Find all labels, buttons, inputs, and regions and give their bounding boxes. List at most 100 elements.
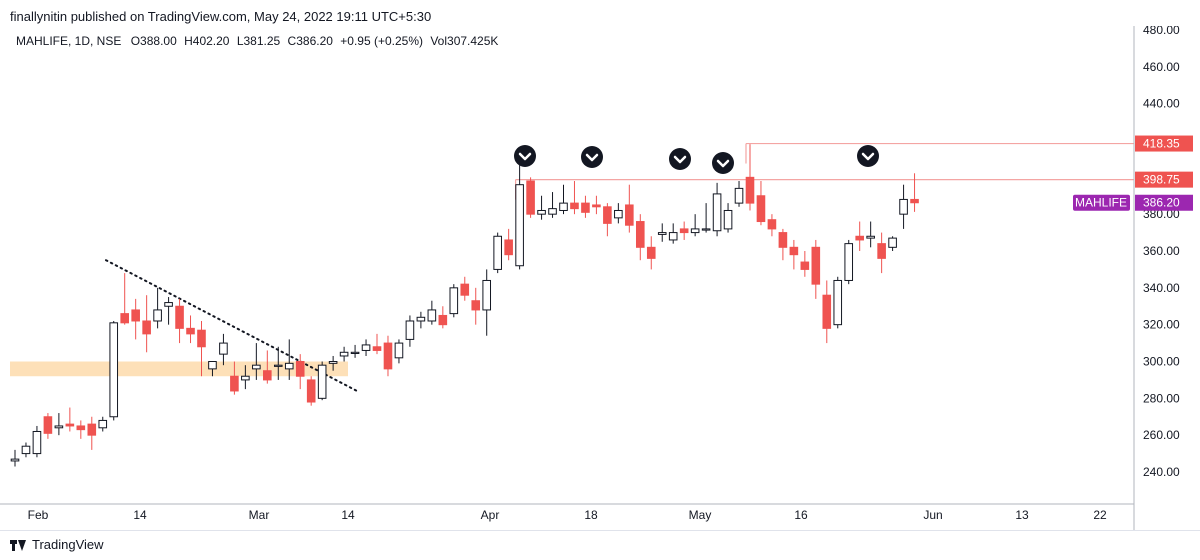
candle bbox=[548, 192, 557, 218]
candle bbox=[482, 269, 492, 336]
candle-body bbox=[186, 327, 195, 335]
candle-body bbox=[833, 279, 843, 326]
candle bbox=[603, 203, 612, 237]
candle bbox=[811, 239, 821, 299]
candle-body bbox=[482, 279, 492, 311]
price-tag bbox=[1135, 171, 1193, 188]
candle bbox=[701, 203, 711, 233]
x-tick-label: Apr bbox=[481, 508, 500, 522]
candle bbox=[888, 236, 897, 251]
candle bbox=[745, 144, 755, 211]
candle bbox=[504, 228, 513, 261]
candle bbox=[537, 195, 546, 220]
candle bbox=[54, 413, 64, 436]
candle bbox=[493, 232, 502, 274]
candle bbox=[800, 251, 810, 277]
price-tag-label: 398.75 bbox=[1143, 173, 1180, 187]
candle bbox=[328, 355, 338, 371]
candle-body bbox=[65, 423, 75, 427]
candle-body bbox=[372, 346, 382, 351]
candle-body bbox=[153, 309, 162, 322]
candle-body bbox=[427, 309, 437, 322]
candle-body bbox=[273, 364, 283, 367]
candle bbox=[899, 184, 908, 229]
candle-body bbox=[877, 243, 886, 259]
tradingview-logo[interactable]: TradingView bbox=[10, 537, 104, 552]
candle bbox=[65, 407, 75, 432]
candle-body bbox=[241, 375, 250, 381]
candle-body bbox=[723, 209, 733, 230]
marker-circle bbox=[712, 152, 734, 174]
ohlc-legend: MAHLIFE, 1D, NSE O388.00 H402.20 L381.25… bbox=[16, 34, 498, 48]
marker-chevron bbox=[673, 155, 687, 164]
candle bbox=[120, 273, 130, 325]
candle-body bbox=[394, 342, 404, 359]
candle bbox=[438, 306, 448, 329]
candle-body bbox=[32, 430, 42, 455]
candle bbox=[625, 184, 634, 233]
candle-body bbox=[339, 351, 349, 357]
candle-body bbox=[910, 198, 919, 204]
candle bbox=[855, 221, 864, 251]
candle-body bbox=[120, 313, 130, 324]
candle-body bbox=[800, 261, 810, 270]
candle-body bbox=[438, 314, 448, 326]
candle-body bbox=[504, 239, 513, 256]
candle-body bbox=[219, 342, 228, 355]
candle bbox=[306, 376, 316, 406]
candle-body bbox=[646, 246, 656, 259]
y-tick-label: 440.00 bbox=[1143, 97, 1180, 111]
candle-body bbox=[361, 344, 371, 351]
candle-body bbox=[690, 228, 700, 234]
marker-circle bbox=[857, 145, 879, 167]
high-label: H bbox=[184, 34, 193, 48]
candle-body bbox=[284, 362, 294, 370]
candle-body bbox=[789, 246, 799, 256]
candle bbox=[98, 416, 108, 432]
candle bbox=[339, 346, 349, 362]
open-label: O bbox=[130, 34, 141, 48]
candle bbox=[449, 284, 459, 318]
candle-body bbox=[679, 228, 689, 234]
candle-body bbox=[350, 351, 360, 354]
candle-body bbox=[570, 202, 579, 210]
candle-body bbox=[131, 309, 140, 322]
candle bbox=[866, 221, 875, 248]
candle-body bbox=[526, 180, 535, 215]
y-tick-label: 360.00 bbox=[1143, 244, 1180, 258]
y-tick-label: 300.00 bbox=[1143, 355, 1180, 369]
marker-chevron bbox=[518, 152, 532, 161]
candle-body bbox=[98, 419, 108, 429]
candle bbox=[383, 335, 393, 377]
candle-body bbox=[734, 187, 744, 204]
marker-chevron bbox=[861, 152, 875, 161]
close-label: C bbox=[287, 34, 297, 48]
candle bbox=[668, 223, 678, 244]
candle bbox=[592, 195, 601, 215]
chevron-down-icon bbox=[514, 145, 536, 167]
candle-body bbox=[712, 193, 722, 232]
chart-frame[interactable]: 480.00460.00440.00420.00400.00380.00360.… bbox=[0, 23, 1200, 530]
candlestick-chart[interactable]: 480.00460.00440.00420.00400.00380.00360.… bbox=[0, 23, 1200, 530]
candle bbox=[252, 343, 261, 380]
candle-body bbox=[603, 206, 612, 224]
candle-body bbox=[54, 425, 64, 429]
candle-body bbox=[537, 209, 546, 215]
chevron-down-icon bbox=[857, 145, 879, 167]
candle-body bbox=[109, 322, 119, 418]
candle-body bbox=[614, 209, 623, 219]
price-tag-label: 418.35 bbox=[1143, 137, 1180, 151]
candle-body bbox=[175, 305, 184, 329]
x-tick-label: 13 bbox=[1015, 508, 1029, 522]
candle-body bbox=[635, 221, 645, 248]
candle bbox=[76, 420, 86, 439]
candle bbox=[679, 221, 689, 240]
close-value: 386.20 bbox=[296, 34, 333, 48]
candle bbox=[142, 295, 151, 353]
candle-body bbox=[43, 416, 53, 434]
candle bbox=[822, 280, 832, 344]
candle bbox=[87, 416, 97, 450]
candle bbox=[295, 354, 305, 390]
y-tick-label: 460.00 bbox=[1143, 60, 1180, 74]
candle bbox=[32, 425, 42, 458]
